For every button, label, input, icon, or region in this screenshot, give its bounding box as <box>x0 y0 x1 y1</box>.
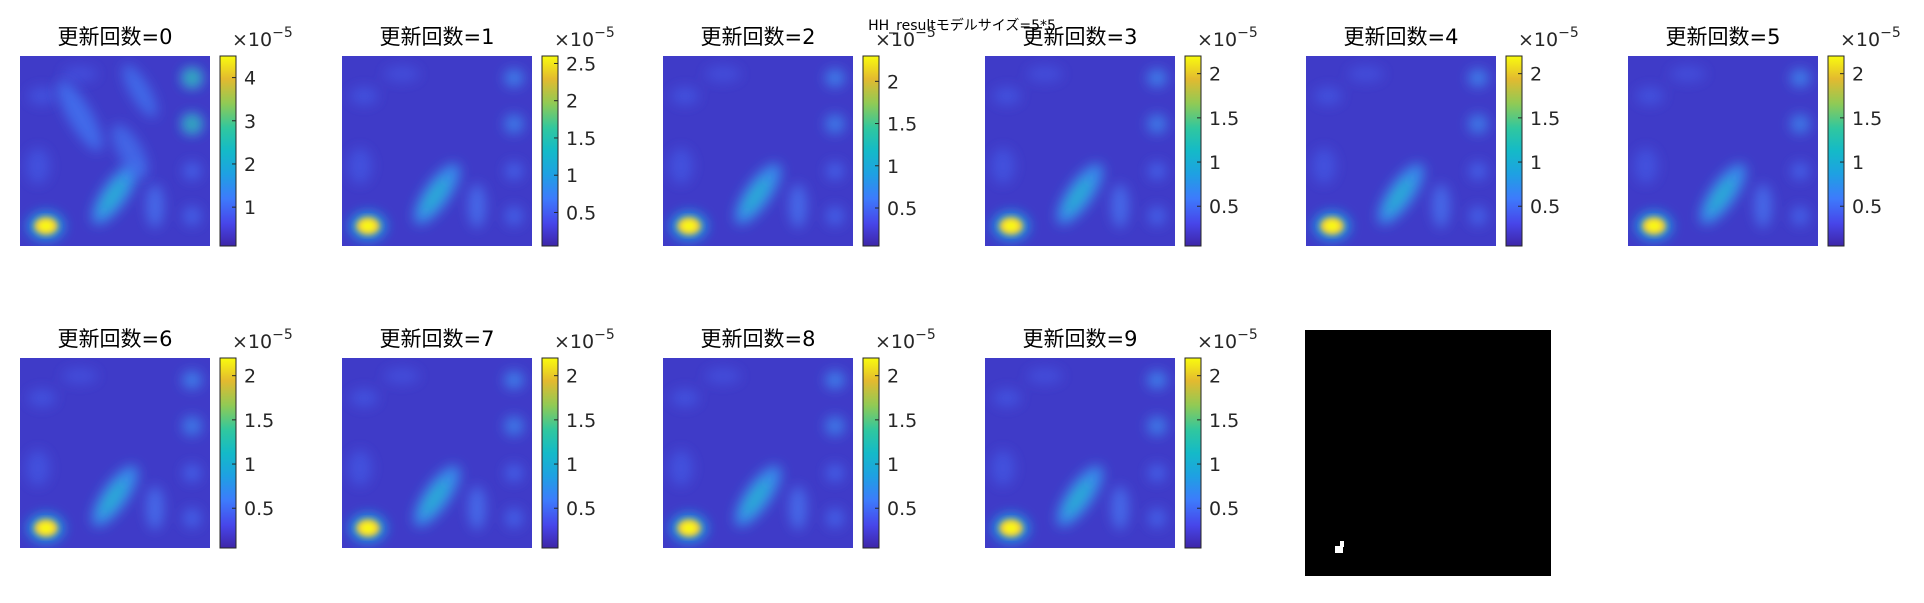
colorbar-exponent: ×10−5 <box>554 25 615 51</box>
panel-title: 更新回数=1 <box>380 25 495 49</box>
panel-title: 更新回数=4 <box>1344 25 1459 49</box>
colorbar-exponent: ×10−5 <box>232 25 293 51</box>
colorbar-tick-label: 2 <box>244 154 256 176</box>
mask-panel <box>1305 330 1551 576</box>
colorbar <box>862 357 880 549</box>
colorbar-tick-label: 0.5 <box>1852 196 1882 218</box>
colorbar-tick-label: 0.5 <box>1530 196 1560 218</box>
colorbar <box>219 357 237 549</box>
colorbar-tick-label: 1 <box>244 197 256 219</box>
heatmap-panel: 更新回数=6 0.5 1 1.5 2 ×10−5 <box>20 327 293 549</box>
panel-title: 更新回数=6 <box>58 327 173 351</box>
heatmap-image <box>1628 56 1818 246</box>
mask-image <box>1305 330 1551 576</box>
colorbar <box>862 55 880 247</box>
colorbar-exponent: ×10−5 <box>232 327 293 353</box>
colorbar-tick-label: 1 <box>887 454 899 476</box>
colorbar-tick-label: 2 <box>887 71 899 93</box>
heatmap-panel: 更新回数=0 1 2 3 4 ×10−5 <box>20 25 293 247</box>
panel-title: 更新回数=9 <box>1023 327 1138 351</box>
colorbar-tick-label: 2 <box>887 366 899 388</box>
colorbar-exponent: ×10−5 <box>875 327 936 353</box>
colorbar-tick-label: 1 <box>887 156 899 178</box>
colorbar <box>219 55 237 247</box>
colorbar-tick-label: 1 <box>1530 152 1542 174</box>
colorbar-exponent: ×10−5 <box>1197 25 1258 51</box>
heatmap-panel: 更新回数=3 0.5 1 1.5 2 ×10−5 <box>985 25 1258 247</box>
heatmap-panel: 更新回数=2 0.5 1 1.5 2 ×10−5 <box>663 25 936 247</box>
panel-title: 更新回数=2 <box>701 25 816 49</box>
heatmap-image <box>1306 56 1496 246</box>
heatmap-panel: 更新回数=8 0.5 1 1.5 2 ×10−5 <box>663 327 936 549</box>
colorbar-tick-label: 0.5 <box>244 498 274 520</box>
panel-title: 更新回数=7 <box>380 327 495 351</box>
colorbar-tick-label: 1 <box>244 454 256 476</box>
panel-title: 更新回数=5 <box>1666 25 1781 49</box>
heatmap-image <box>342 56 532 246</box>
colorbar-tick-label: 2.5 <box>566 53 596 75</box>
heatmap-image <box>20 56 210 246</box>
colorbar-tick-label: 0.5 <box>887 498 917 520</box>
colorbar-tick-label: 2 <box>244 366 256 388</box>
colorbar-tick-label: 1.5 <box>244 410 274 432</box>
heatmap-panel: 更新回数=7 0.5 1 1.5 2 ×10−5 <box>342 327 615 549</box>
colorbar-tick-label: 1 <box>566 165 578 187</box>
colorbar-tick-label: 1 <box>1852 152 1864 174</box>
colorbar <box>541 357 559 549</box>
colorbar-exponent: ×10−5 <box>1518 25 1579 51</box>
colorbar-tick-label: 2 <box>1852 64 1864 86</box>
colorbar-tick-label: 1.5 <box>1852 108 1882 130</box>
colorbar-tick-label: 0.5 <box>566 498 596 520</box>
colorbar-tick-label: 0.5 <box>1209 196 1239 218</box>
panel-title: 更新回数=3 <box>1023 25 1138 49</box>
colorbar-tick-label: 1 <box>1209 454 1221 476</box>
colorbar-tick-label: 0.5 <box>887 198 917 220</box>
colorbar-tick-label: 1.5 <box>566 410 596 432</box>
colorbar-tick-label: 4 <box>244 68 256 90</box>
colorbar <box>1184 357 1202 549</box>
heatmap-panel: 更新回数=1 0.5 1 1.5 2 2.5×10−5 <box>342 25 615 247</box>
colorbar-exponent: ×10−5 <box>1840 25 1901 51</box>
heatmap-image <box>663 358 853 548</box>
colorbar-tick-label: 2 <box>566 366 578 388</box>
heatmap-image <box>20 358 210 548</box>
mask-pixel <box>1340 541 1344 547</box>
heatmap-image <box>985 56 1175 246</box>
panel-title: 更新回数=8 <box>701 327 816 351</box>
colorbar-tick-label: 2 <box>1209 64 1221 86</box>
colorbar-tick-label: 1 <box>566 454 578 476</box>
heatmap-panel: 更新回数=5 0.5 1 1.5 2 ×10−5 <box>1628 25 1901 247</box>
colorbar-tick-label: 1.5 <box>887 114 917 136</box>
heatmap-image <box>985 358 1175 548</box>
colorbar-tick-label: 1.5 <box>1209 108 1239 130</box>
panel-title: 更新回数=0 <box>58 25 173 49</box>
mask-pixel <box>1335 546 1343 553</box>
heatmap-image <box>342 358 532 548</box>
colorbar <box>541 55 559 247</box>
colorbar-tick-label: 1.5 <box>566 128 596 150</box>
colorbar-tick-label: 2 <box>1209 366 1221 388</box>
colorbar-tick-label: 0.5 <box>566 202 596 224</box>
colorbar-exponent: ×10−5 <box>554 327 615 353</box>
colorbar-tick-label: 0.5 <box>1209 498 1239 520</box>
colorbar-tick-label: 3 <box>244 111 256 133</box>
colorbar-exponent: ×10−5 <box>1197 327 1258 353</box>
colorbar-tick-label: 2 <box>1530 64 1542 86</box>
heatmap-image <box>663 56 853 246</box>
figure-title: HH_resultモデルサイズ=5*5 <box>868 17 1056 34</box>
colorbar-tick-label: 1.5 <box>1209 410 1239 432</box>
colorbar <box>1184 55 1202 247</box>
colorbar-exponent: ×10−5 <box>875 25 936 51</box>
heatmap-panel: 更新回数=9 0.5 1 1.5 2 ×10−5 <box>985 327 1258 549</box>
colorbar-tick-label: 1 <box>1209 152 1221 174</box>
colorbar-tick-label: 1.5 <box>1530 108 1560 130</box>
heatmap-panel: 更新回数=4 0.5 1 1.5 2 ×10−5 <box>1306 25 1579 247</box>
colorbar-tick-label: 1.5 <box>887 410 917 432</box>
colorbar-tick-label: 2 <box>566 91 578 113</box>
colorbar <box>1827 55 1845 247</box>
colorbar <box>1505 55 1523 247</box>
